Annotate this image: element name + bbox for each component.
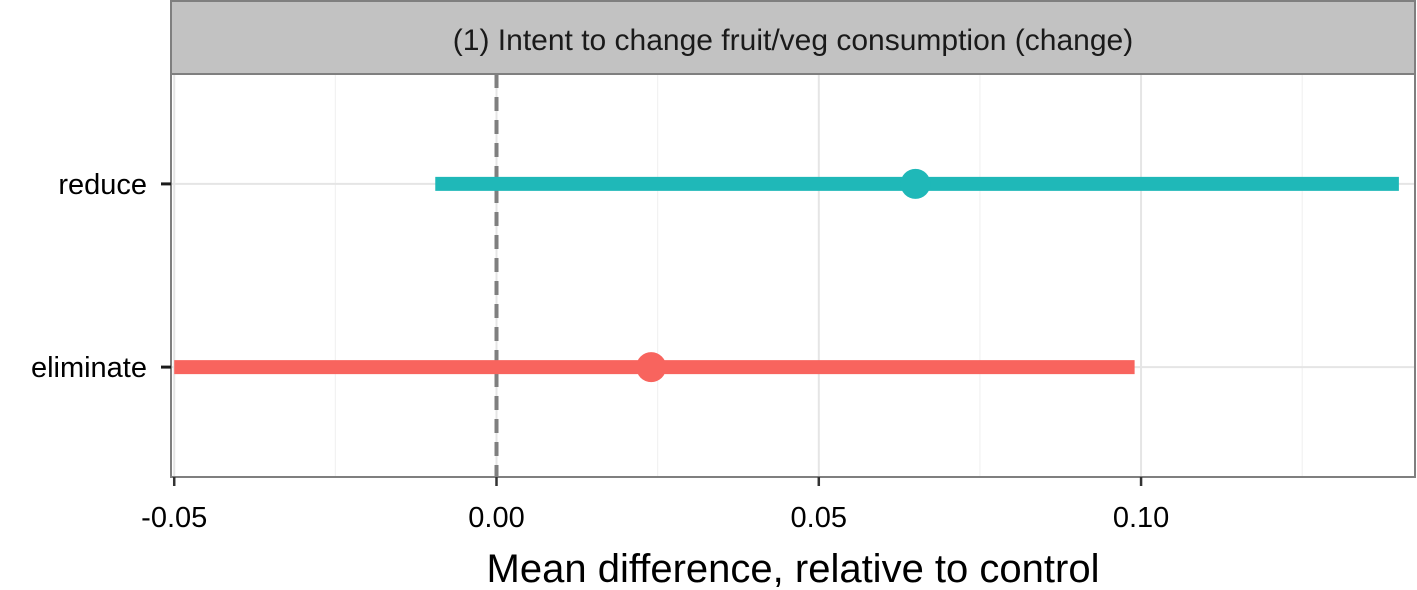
plot-panel <box>171 74 1415 477</box>
x-tick-label: -0.05 <box>141 502 207 534</box>
axis-layer: -0.05 0.00 0.05 0.10 reduce eliminate <box>31 169 1169 534</box>
x-tick-label: 0.05 <box>791 502 847 534</box>
x-axis-title: Mean difference, relative to control <box>487 547 1100 590</box>
facet-strip <box>170 0 1416 75</box>
point-estimate-eliminate <box>636 352 667 383</box>
point-estimate-reduce <box>900 168 931 199</box>
x-tick-label: 0.10 <box>1113 502 1169 534</box>
plot-panel-border <box>170 73 1416 478</box>
y-tick-label-eliminate: eliminate <box>31 352 147 384</box>
x-tick-label: 0.00 <box>468 502 524 534</box>
y-tick-label-reduce: reduce <box>58 169 147 201</box>
facet-strip-label: (1) Intent to change fruit/veg consumpti… <box>453 24 1133 57</box>
marks-layer <box>174 74 1399 477</box>
